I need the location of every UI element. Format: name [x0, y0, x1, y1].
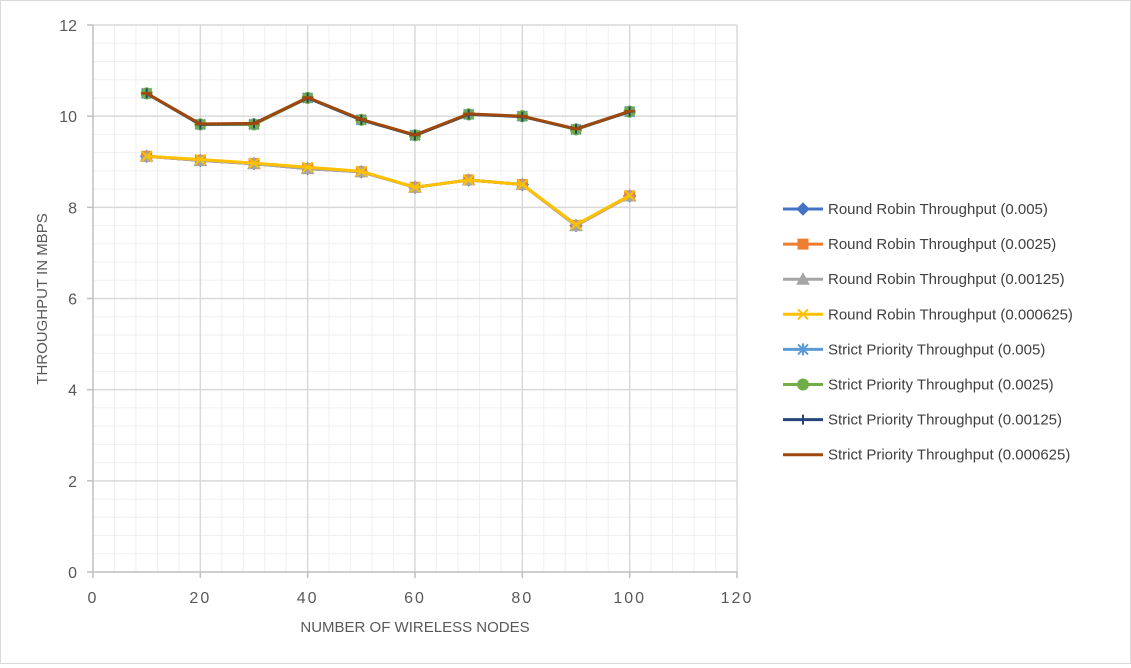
series-line — [145, 91, 632, 137]
axes — [87, 24, 738, 578]
x-tick-label: 100 — [613, 590, 646, 607]
series-line — [145, 154, 632, 227]
legend-label: Round Robin Throughput (0.005) — [828, 201, 1048, 218]
legend-item-7: Strict Priority Throughput (0.00125) — [783, 412, 1062, 429]
data-point — [798, 414, 808, 425]
legend-item-1: Round Robin Throughput (0.005) — [783, 201, 1048, 218]
data-point — [248, 157, 260, 169]
data-point — [570, 218, 582, 231]
x-tick-label: 40 — [297, 590, 319, 607]
series-8 — [141, 91, 635, 137]
series-2 — [141, 150, 636, 232]
data-point — [194, 153, 207, 166]
series-5 — [140, 87, 636, 142]
legend-label: Strict Priority Throughput (0.00125) — [828, 412, 1062, 429]
data-point — [797, 238, 809, 250]
series-line — [145, 154, 632, 228]
legend-item-8: Strict Priority Throughput (0.000625) — [783, 447, 1070, 464]
series-line — [145, 154, 632, 228]
data-point — [409, 181, 421, 193]
legend-label: Round Robin Throughput (0.00125) — [828, 271, 1065, 288]
data-point — [797, 308, 809, 321]
legend-item-5: Strict Priority Throughput (0.005) — [783, 341, 1045, 358]
data-point — [516, 178, 529, 191]
x-tick-label: 0 — [88, 590, 99, 607]
x-tick-label: 60 — [404, 590, 426, 607]
y-tick-label: 4 — [68, 383, 77, 400]
data-point — [301, 161, 314, 173]
data-point — [797, 378, 809, 391]
data-point — [796, 202, 810, 216]
legend-item-6: Strict Priority Throughput (0.0025) — [783, 377, 1054, 394]
data-point — [462, 174, 475, 186]
series-6 — [140, 87, 636, 142]
legend-item-2: Round Robin Throughput (0.0025) — [783, 236, 1056, 253]
y-tick-label: 12 — [59, 18, 77, 35]
legend: Round Robin Throughput (0.005) Round Robi… — [783, 201, 1073, 464]
series-line — [145, 91, 632, 137]
legend-label: Strict Priority Throughput (0.0025) — [828, 377, 1054, 394]
y-tick-label: 2 — [68, 474, 77, 491]
data-point — [140, 150, 153, 162]
x-tick-label: 80 — [511, 590, 533, 607]
y-tick-label: 8 — [68, 200, 77, 217]
legend-item-3: Round Robin Throughput (0.00125) — [783, 271, 1065, 288]
data-point — [796, 272, 810, 285]
x-tick-label: 120 — [721, 590, 754, 607]
data-point — [623, 189, 636, 202]
series-line — [145, 154, 632, 228]
legend-item-4: Round Robin Throughput (0.000625) — [783, 306, 1073, 323]
y-tick-label: 10 — [59, 109, 77, 126]
series-lines — [139, 87, 637, 233]
legend-label: Strict Priority Throughput (0.000625) — [828, 447, 1070, 464]
data-point — [355, 165, 368, 178]
series-7 — [141, 88, 635, 141]
legend-label: Round Robin Throughput (0.000625) — [828, 306, 1073, 323]
x-axis-title: NUMBER OF WIRELESS NODES — [300, 619, 529, 636]
gridlines — [93, 24, 738, 572]
series-3 — [139, 149, 637, 232]
x-tick-label: 20 — [189, 590, 211, 607]
series-4 — [140, 150, 636, 231]
y-axis-title: THROUGHPUT IN MBPS — [34, 213, 51, 384]
y-tick-label: 0 — [68, 565, 77, 582]
tick-labels: 0 20 40 60 80 100 120 0 2 4 6 8 10 12 — [59, 18, 754, 607]
data-point — [797, 343, 809, 356]
y-tick-label: 6 — [68, 292, 77, 309]
legend-label: Strict Priority Throughput (0.005) — [828, 341, 1045, 358]
legend-label: Round Robin Throughput (0.0025) — [828, 236, 1056, 253]
